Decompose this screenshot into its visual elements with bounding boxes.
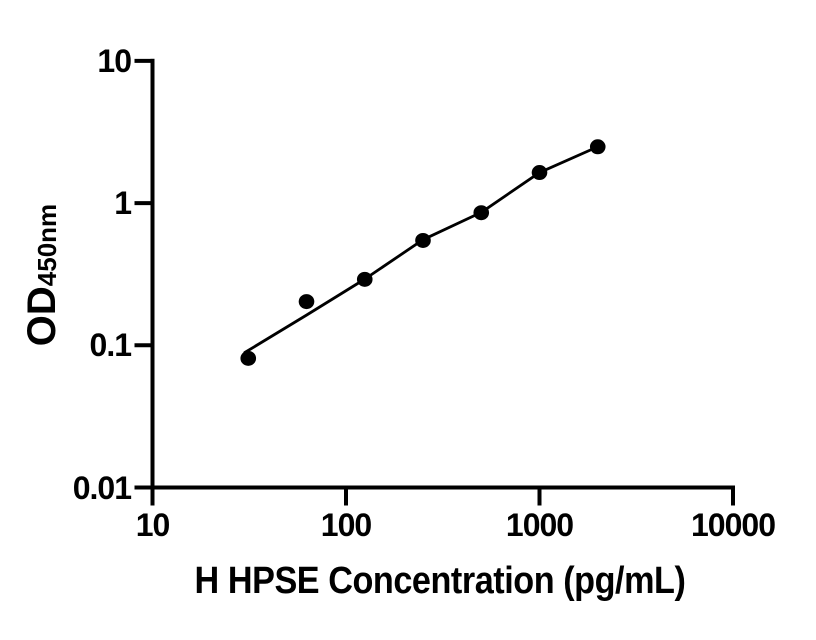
y-tick-label: 0.1 (89, 327, 132, 364)
y-axis-label: OD 450nm (16, 125, 68, 425)
x-tick-label: 10000 (691, 507, 776, 543)
y-tick-label: 10 (97, 42, 132, 79)
data-point (473, 205, 490, 221)
y-tick-label: 1 (114, 185, 132, 222)
x-tick-label: 1000 (505, 507, 574, 543)
data-point (298, 294, 315, 310)
data-point (531, 165, 548, 181)
data-point (415, 232, 431, 248)
data-point (356, 271, 373, 287)
x-axis-title: H HPSE Concentration (pg/mL) (194, 560, 686, 602)
data-point (240, 350, 257, 366)
data-point (589, 139, 606, 155)
x-tick-label: 10 (135, 507, 171, 543)
y-tick-label: 0.01 (72, 469, 132, 506)
x-tick-label: 100 (320, 507, 372, 543)
